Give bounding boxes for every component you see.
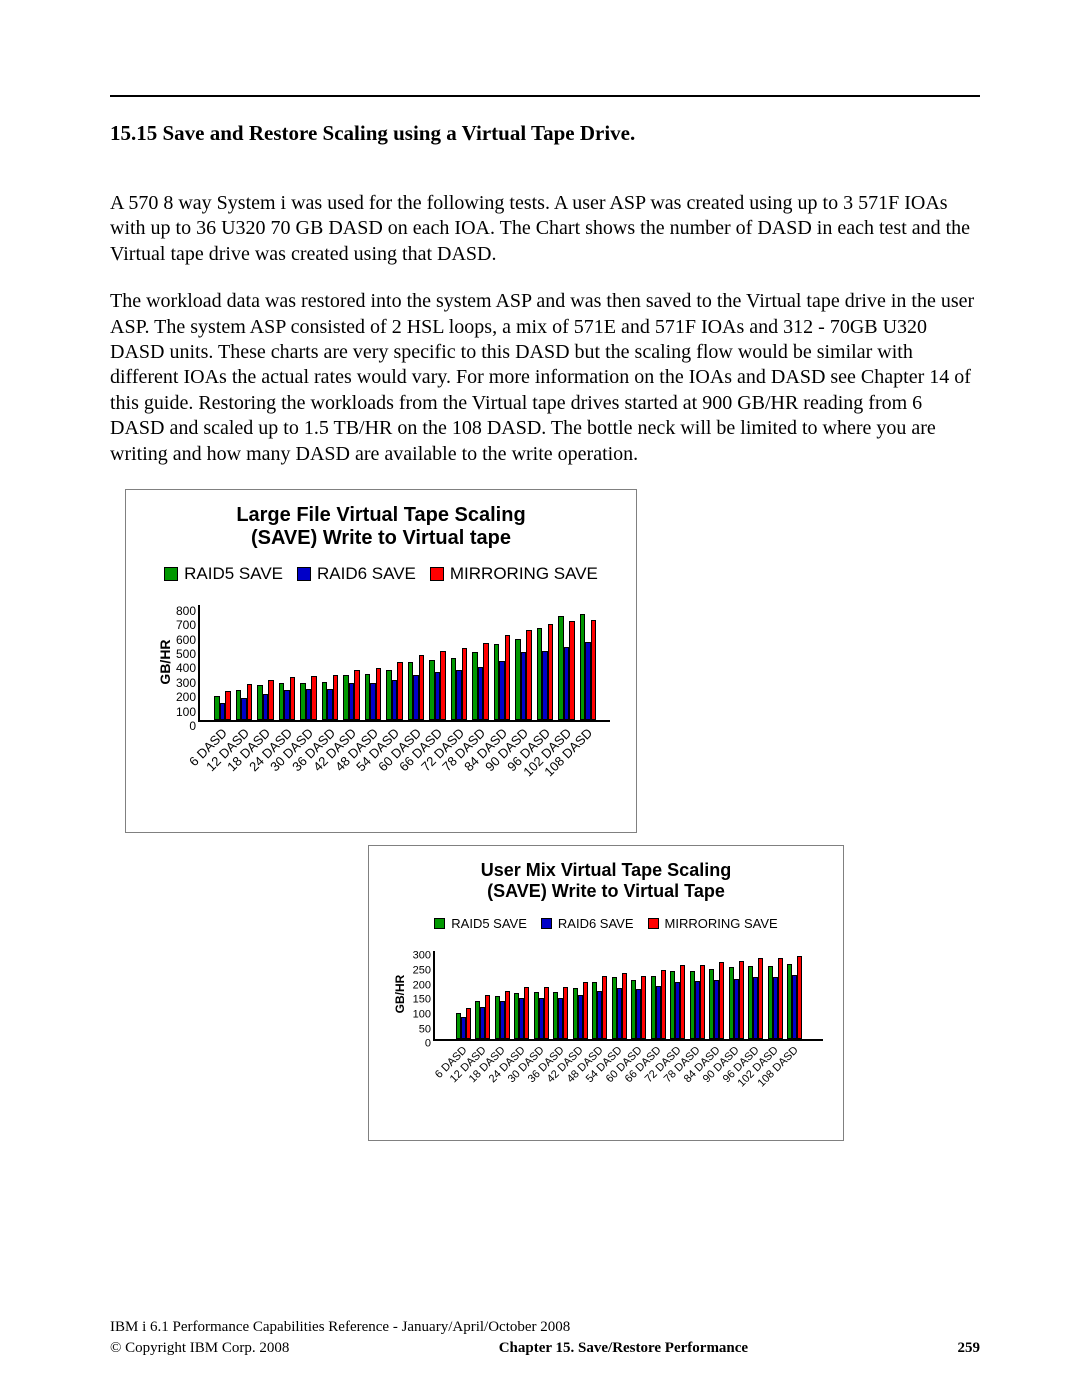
chart-title-line2: (SAVE) Write to Virtual Tape <box>369 881 843 902</box>
plot-area: 050100150200250300 <box>433 951 823 1041</box>
y-tick: 800 <box>176 605 200 617</box>
bar <box>602 976 607 1039</box>
plot-area: 0100200300400500600700800 <box>198 605 610 722</box>
legend: RAID5 SAVE RAID6 SAVE MIRRORING SAVE <box>369 916 843 931</box>
legend-item: MIRRORING SAVE <box>648 916 778 931</box>
bar <box>622 973 627 1039</box>
bar <box>268 680 274 720</box>
y-tick: 500 <box>176 648 200 660</box>
bar <box>563 987 568 1039</box>
bar <box>661 970 666 1039</box>
bar <box>333 675 339 720</box>
y-tick: 200 <box>176 691 200 703</box>
legend-swatch <box>648 918 659 929</box>
bar <box>483 643 489 720</box>
bar <box>419 655 425 720</box>
legend-label: RAID5 SAVE <box>184 564 283 584</box>
legend-label: RAID6 SAVE <box>558 916 634 931</box>
bar <box>591 620 597 720</box>
bar <box>462 648 468 720</box>
y-tick: 100 <box>413 1010 435 1021</box>
chart-title-line1: User Mix Virtual Tape Scaling <box>369 860 843 881</box>
legend-item: RAID5 SAVE <box>434 916 527 931</box>
bar <box>700 965 705 1039</box>
legend-item: RAID5 SAVE <box>164 564 283 584</box>
bar <box>548 624 554 720</box>
y-tick: 0 <box>189 720 200 732</box>
bar <box>376 668 382 720</box>
chart-large-file: Large File Virtual Tape Scaling(SAVE) Wr… <box>125 489 637 833</box>
y-tick: 700 <box>176 619 200 631</box>
bar <box>526 630 532 720</box>
y-tick: 400 <box>176 662 200 674</box>
y-tick: 50 <box>419 1024 435 1035</box>
bar <box>524 987 529 1039</box>
legend-item: RAID6 SAVE <box>541 916 634 931</box>
bars <box>200 605 610 720</box>
bar <box>505 991 510 1039</box>
y-tick: 600 <box>176 634 200 646</box>
bar <box>583 982 588 1039</box>
footer-copyright: © Copyright IBM Corp. 2008 <box>110 1340 289 1357</box>
bar <box>505 635 511 720</box>
bar <box>797 956 802 1039</box>
bar <box>466 1008 471 1039</box>
top-rule <box>110 95 980 97</box>
y-tick: 300 <box>176 677 200 689</box>
bar <box>758 958 763 1039</box>
bar <box>680 965 685 1039</box>
paragraph-1: A 570 8 way System i was used for the fo… <box>110 191 980 267</box>
legend: RAID5 SAVE RAID6 SAVE MIRRORING SAVE <box>126 564 636 584</box>
chart-title-line1: Large File Virtual Tape Scaling <box>126 504 636 527</box>
bars <box>435 951 823 1039</box>
legend-swatch <box>430 567 444 581</box>
bar <box>225 691 231 720</box>
bar <box>311 676 317 720</box>
bar <box>739 961 744 1039</box>
bar <box>569 621 575 720</box>
legend-item: MIRRORING SAVE <box>430 564 598 584</box>
y-tick: 300 <box>413 951 435 962</box>
y-tick: 100 <box>176 706 200 718</box>
y-axis-label: GB/HR <box>393 964 407 1024</box>
bar <box>544 987 549 1039</box>
paragraph-2: The workload data was restored into the … <box>110 289 980 467</box>
y-tick: 200 <box>413 980 435 991</box>
y-tick: 150 <box>413 995 435 1006</box>
y-tick: 250 <box>413 966 435 977</box>
footer-reference: IBM i 6.1 Performance Capabilities Refer… <box>110 1319 980 1336</box>
legend-label: RAID5 SAVE <box>451 916 527 931</box>
footer-chapter: Chapter 15. Save/Restore Performance <box>499 1340 748 1357</box>
bar <box>485 995 490 1039</box>
legend-swatch <box>164 567 178 581</box>
y-tick: 0 <box>425 1039 435 1050</box>
section-heading: 15.15 Save and Restore Scaling using a V… <box>110 121 980 146</box>
legend-item: RAID6 SAVE <box>297 564 416 584</box>
footer: IBM i 6.1 Performance Capabilities Refer… <box>110 1319 980 1357</box>
y-axis-label: GB/HR <box>157 632 173 692</box>
bar <box>641 976 646 1039</box>
legend-swatch <box>297 567 311 581</box>
legend-swatch <box>541 918 552 929</box>
bar <box>778 958 783 1039</box>
footer-page: 259 <box>957 1340 980 1357</box>
chart-user-mix: User Mix Virtual Tape Scaling(SAVE) Writ… <box>368 845 844 1141</box>
legend-label: RAID6 SAVE <box>317 564 416 584</box>
bar <box>397 662 403 720</box>
bar <box>247 684 253 720</box>
bar <box>290 677 296 720</box>
chart-title-line2: (SAVE) Write to Virtual tape <box>126 527 636 550</box>
bar <box>354 670 360 720</box>
bar <box>719 962 724 1039</box>
bar <box>440 651 446 720</box>
legend-label: MIRRORING SAVE <box>450 564 598 584</box>
legend-label: MIRRORING SAVE <box>665 916 778 931</box>
legend-swatch <box>434 918 445 929</box>
